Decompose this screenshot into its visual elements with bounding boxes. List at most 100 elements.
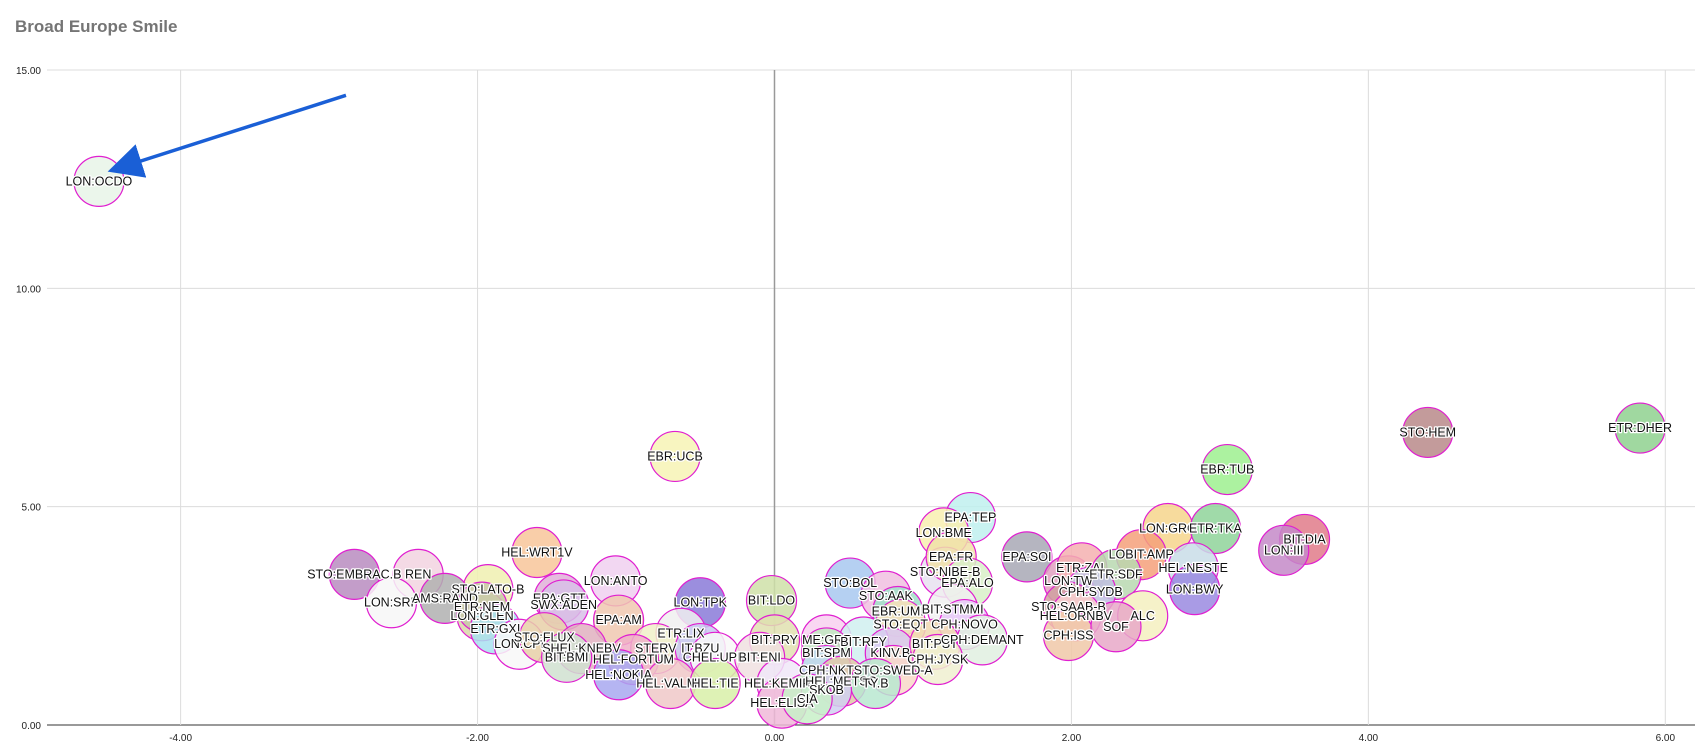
bubble-label: CPH:SYDB (1059, 585, 1123, 599)
bubble-label: EBR:TUB (1200, 463, 1254, 477)
bubble-label: TY.B (862, 677, 888, 691)
bubble-label: LON:GRG (1139, 522, 1197, 536)
bubble-label: BIT:ENI (738, 650, 780, 664)
bubble-label: STO:EQT (873, 618, 928, 632)
bubble-label: EPA:ALO (941, 576, 994, 590)
bubble-label: LON:SRP (364, 596, 419, 610)
bubble-label: BIT:BMI (545, 650, 589, 664)
bubble-labels-layer: LON:OCDO ETR:DHER STO:HEM EBR:UCB EBR:TUB EPA… (64, 173, 1673, 711)
bubble-label: ETR:NEM (454, 600, 510, 614)
x-tick-label: -2.00 (466, 733, 489, 744)
x-tick-label: -4.00 (169, 733, 192, 744)
bubble-label: BIT:DIA (1283, 532, 1326, 546)
bubble-point (912, 633, 964, 686)
bubble-label: ETR:LIX (657, 626, 705, 640)
bubble-label: EBR:UCB (647, 449, 703, 463)
x-tick-label: 2.00 (1062, 733, 1082, 744)
bubble-label: ETR:TKA (1189, 522, 1242, 536)
bubble-label: ETR:GXI (470, 622, 520, 636)
bubble-label: EPA:TEP (945, 511, 997, 525)
bubble-label: KINV.B (870, 646, 910, 660)
bubble-label: SWX:ADEN (530, 598, 597, 612)
bubble-point (1169, 564, 1221, 616)
bubble-label: STO:HEM (1399, 425, 1456, 439)
bubble-label: LON:BWY (1166, 583, 1224, 597)
bubble-point (956, 614, 1008, 666)
bubble-label: LON:OCDO (66, 174, 133, 188)
bubble-point (1001, 531, 1053, 583)
bubble-label: HEL:KEMIRA (744, 677, 820, 691)
bubble-label: ETR:SDF (1089, 567, 1143, 581)
bubble-point (1614, 402, 1666, 454)
x-tick-label: 4.00 (1359, 733, 1379, 744)
bubble-label: CPH:NKT (799, 663, 854, 677)
annotation-arrow (107, 93, 347, 178)
y-tick-label: 0.00 (22, 721, 42, 732)
bubble-point (541, 631, 593, 683)
bubble-label: HEL:TIE (691, 677, 738, 691)
bubble-label: REN (405, 567, 431, 581)
bubble-point (593, 649, 645, 701)
bubble-label: LON:BME (916, 526, 972, 540)
bubble-label: STERV (635, 642, 677, 656)
bubble-point (1258, 524, 1310, 576)
bubble-label: EPA:SOI (1002, 550, 1051, 564)
bubble-label: ETR:ZAL (1056, 561, 1107, 575)
bubble-label: ALC (1131, 609, 1155, 623)
bubble-label: BIT:PST (912, 637, 958, 651)
bubble-point (1090, 601, 1142, 653)
bubble-label: IT:BZU (681, 642, 719, 656)
bubble-label: STO:SWED-A (854, 663, 934, 677)
bubble-label: CHEL:UPM (683, 650, 748, 664)
bubble-label: LON:GLEN (450, 609, 513, 623)
y-tick-label: 10.00 (16, 284, 41, 295)
bubble-label: HEL:WRT1V (501, 546, 573, 560)
bubble-label: BIT:SPM (802, 646, 851, 660)
annotation-arrow-line (107, 93, 347, 178)
bubble-point (649, 430, 701, 483)
bubble-label: CPH:DEMANT (941, 633, 1024, 647)
bubble-point (1201, 443, 1253, 496)
bubble-label: CPH:NOVO (931, 618, 998, 632)
bubble-label: STO:BOL (823, 576, 877, 590)
bubble-label: HEL:ELISA (750, 696, 814, 710)
bubble-label: SHEL:KNEBV (542, 642, 621, 656)
bubble-label: STO:FLUX (514, 631, 576, 645)
bubble-label: LON:III (1264, 543, 1304, 557)
bubble-label: HEL:NESTE (1158, 561, 1227, 575)
bubble-label: EPA:AM (595, 613, 641, 627)
bubble-label: STO:SAAB-B (1031, 600, 1106, 614)
x-tick-label: 0.00 (765, 733, 785, 744)
bubble-point (781, 673, 833, 725)
bubble-label: CPH:JYSK (907, 653, 969, 667)
bubble-label: STO:EMBRAC.B (307, 567, 401, 581)
bubble-label: SOF (1103, 620, 1129, 634)
bubble-point (511, 526, 563, 579)
bubble-point (1402, 406, 1454, 459)
bubble-label: EBR:UMI (872, 604, 924, 618)
bubble-label: CIA (797, 692, 819, 706)
x-axis: -4.00 -2.00 0.00 2.00 4.00 6.00 (169, 733, 1675, 744)
y-tick-label: 15.00 (16, 66, 41, 77)
bubble-label: BIT:RFY (840, 635, 887, 649)
bubble-label: HEL:FORTUM (593, 653, 674, 667)
bubble-point (689, 657, 741, 710)
bubble-point (365, 577, 418, 629)
bubble-point (1189, 502, 1242, 555)
bubble-point (328, 548, 380, 600)
bubble-label: LOBIT:AMP (1109, 548, 1174, 562)
bubble-label: ME:GRF (802, 633, 851, 647)
bubble-label: BIT:STMMI (922, 602, 984, 616)
y-axis: 0.00 5.00 10.00 15.00 (16, 66, 41, 732)
bubble-label: AMS:RAND (412, 591, 478, 605)
bubble-label: BIT:PRY (751, 633, 799, 647)
bubble-label: HEL:METSO (805, 674, 878, 688)
bubble-label: LON:ANTO (584, 574, 648, 588)
bubble-label: LON:TPK (674, 596, 728, 610)
bubble-label: STO:AAK (859, 589, 914, 603)
y-tick-label: 5.00 (22, 503, 42, 514)
bubble-label: HEL:VALMT (636, 677, 705, 691)
bubble-label: STO:NIBE-B (910, 565, 981, 579)
bubble-label: HEL:NOKIA (585, 668, 652, 682)
